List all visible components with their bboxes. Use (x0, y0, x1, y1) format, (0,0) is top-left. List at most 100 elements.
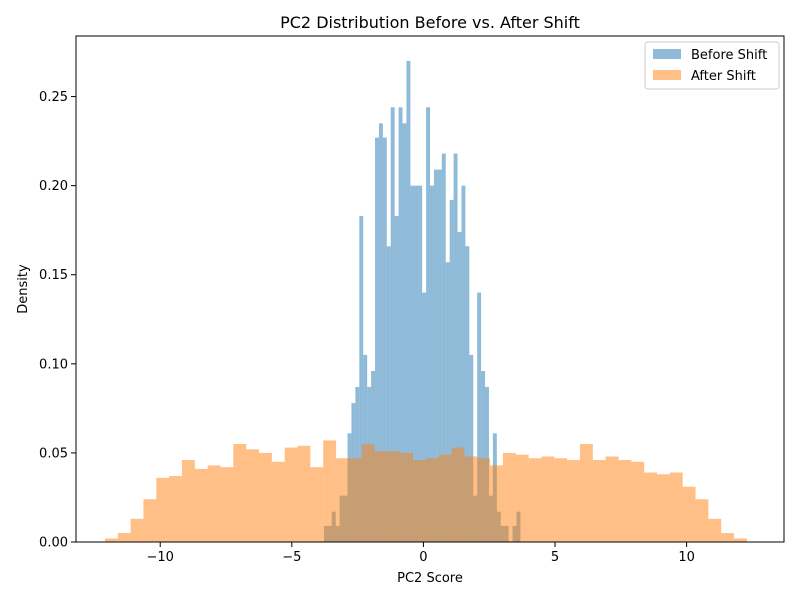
before-shift-bar (453, 153, 458, 542)
after-shift-bar (207, 465, 221, 542)
before-shift-bar (410, 185, 415, 542)
y-tick-label: 0.00 (39, 536, 68, 551)
after-shift-bar (348, 458, 362, 542)
before-shift-bar (445, 262, 450, 542)
after-shift-bar (502, 452, 516, 542)
after-shift-bar (682, 486, 696, 542)
before-shift-bar (382, 137, 387, 542)
before-shift-bar (433, 169, 438, 542)
before-shift-bar (418, 185, 423, 542)
chart-title: PC2 Distribution Before vs. After Shift (280, 13, 580, 32)
after-shift-bar (194, 468, 208, 542)
before-shift-bar (386, 246, 391, 543)
x-tick-label: 0 (419, 550, 427, 565)
after-shift-bar (297, 445, 311, 542)
after-shift-bar (400, 452, 414, 542)
x-axis-label: PC2 Score (397, 571, 463, 586)
after-shift-bar (708, 518, 722, 542)
after-shift-bar (310, 467, 324, 542)
after-shift-bar (554, 458, 568, 542)
after-shift-bar (451, 447, 465, 542)
legend: Before Shift After Shift (644, 41, 780, 90)
before-shift-bar (402, 123, 407, 543)
before-shift-bar (426, 107, 431, 543)
after-shift-bar (271, 461, 285, 542)
after-shift-bar (387, 451, 401, 542)
after-shift-bar (592, 460, 606, 542)
after-shift-bar (169, 476, 182, 542)
after-shift-bar (130, 518, 144, 542)
after-shift-bar (669, 472, 683, 542)
before-shift-bar (457, 231, 462, 543)
before-shift-bar (422, 292, 427, 542)
x-tick-label: 10 (678, 550, 695, 565)
before-shift-bar (359, 215, 364, 542)
x-tick-label: −10 (147, 550, 174, 565)
after-shift-bar (117, 533, 131, 542)
after-shift-bar (579, 444, 593, 542)
y-tick-label: 0.05 (39, 446, 68, 461)
before-shift-bar (430, 185, 434, 542)
before-shift-bar (481, 370, 486, 542)
legend-label-before-shift: Before Shift (691, 48, 767, 63)
y-axis-label: Density (16, 264, 31, 314)
before-shift-bar (441, 153, 446, 542)
before-shift-bar (394, 215, 399, 542)
after-shift-bar (361, 444, 375, 542)
after-shift-bar (284, 447, 298, 542)
before-shift-bar (398, 107, 403, 543)
legend-swatch-after-shift (653, 70, 681, 80)
after-shift-bar (156, 477, 170, 542)
before-shift-bar (378, 123, 383, 543)
after-shift-bar (259, 452, 272, 542)
legend-label-after-shift: After Shift (691, 69, 756, 84)
after-shift-bar (336, 458, 349, 542)
after-shift-bar (246, 449, 260, 542)
x-tick-label: 5 (551, 550, 559, 565)
after-shift-bar (541, 456, 555, 542)
before-shift-bar (449, 199, 454, 543)
legend-swatch-before-shift (653, 49, 681, 59)
before-shift-bar (390, 107, 395, 543)
before-shift-bar (477, 292, 482, 542)
after-shift-bar (644, 472, 658, 542)
x-tick-label: −5 (282, 550, 301, 565)
x-axis-ticks: −10 −5 0 5 10 (147, 542, 695, 565)
after-shift-bar (233, 444, 247, 542)
y-axis-ticks: 0.00 0.05 0.10 0.15 0.20 0.25 (39, 90, 76, 551)
after-shift-bar (490, 465, 503, 542)
before-shift-bar (406, 60, 411, 542)
before-shift-bar (465, 246, 470, 543)
before-shift-bar (469, 354, 474, 542)
before-shift-bar (437, 169, 442, 542)
after-shift-bar (631, 461, 645, 542)
before-shift-bar (414, 185, 419, 542)
after-shift-bar (438, 454, 452, 542)
after-shift-bars (104, 440, 747, 542)
after-shift-bar (413, 460, 426, 542)
after-shift-bar (657, 474, 670, 542)
after-shift-bar (425, 458, 439, 542)
before-shift-bar (461, 185, 466, 542)
after-shift-bar (374, 451, 388, 542)
after-shift-bar (721, 533, 735, 542)
after-shift-bar (143, 499, 157, 542)
y-tick-label: 0.25 (39, 90, 68, 105)
y-tick-label: 0.10 (39, 357, 68, 372)
after-shift-bar (181, 460, 195, 542)
after-shift-bar (104, 538, 118, 542)
after-shift-bar (618, 460, 632, 542)
after-shift-bar (734, 538, 747, 542)
plot-area-frame (75, 35, 785, 543)
y-tick-label: 0.20 (39, 179, 68, 194)
after-shift-bar (567, 460, 580, 542)
after-shift-bar (323, 440, 337, 542)
after-shift-bar (220, 467, 234, 542)
after-shift-bar (477, 458, 491, 542)
after-shift-bar (464, 456, 478, 542)
after-shift-bar (695, 499, 709, 542)
after-shift-bar (528, 458, 542, 542)
after-shift-bar (605, 456, 619, 542)
before-shift-bar (375, 137, 379, 542)
